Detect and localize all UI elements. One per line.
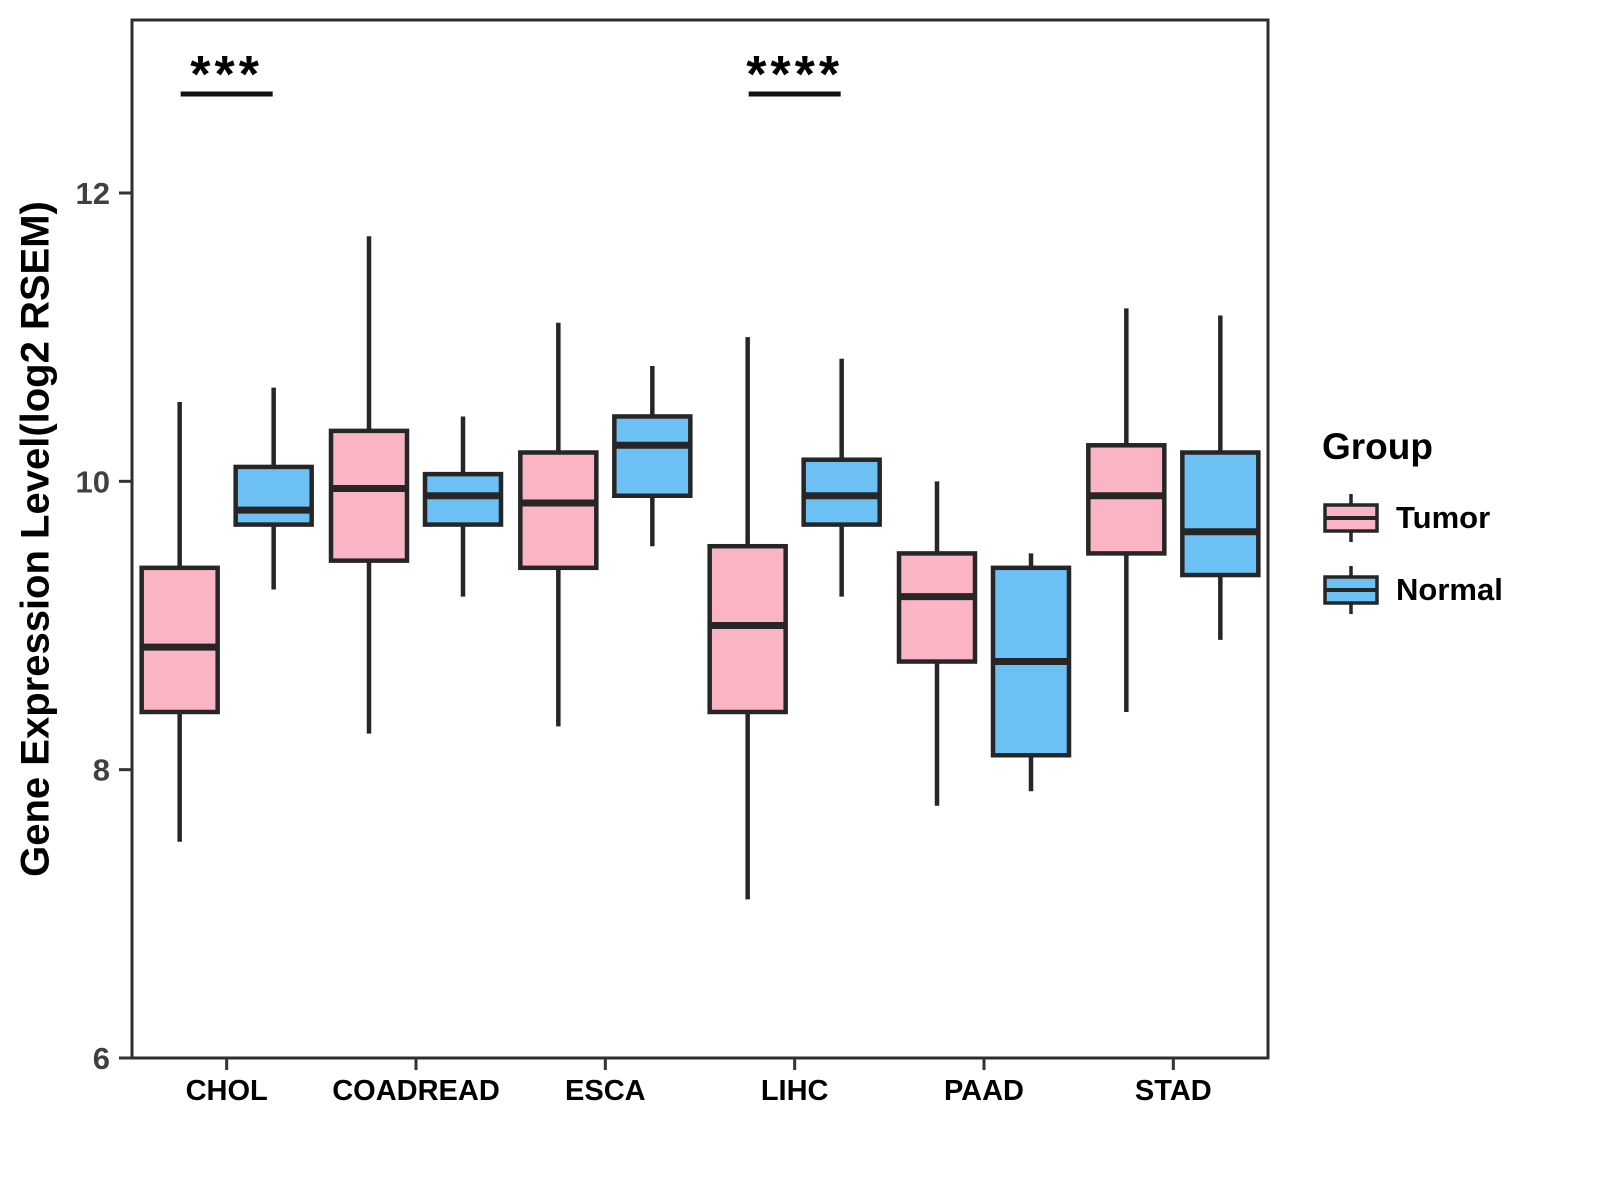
y-tick-label: 6 [93, 1041, 110, 1076]
box-normal-STAD [1180, 450, 1261, 578]
box-tumor-CHOL [139, 565, 220, 715]
tumor-boxplot-key-icon [1323, 494, 1379, 542]
significance-label-LIHC: **** [746, 46, 843, 104]
x-tick-label: COADREAD [332, 1075, 500, 1107]
x-tick-label: LIHC [761, 1075, 829, 1107]
significance-label-CHOL: *** [190, 46, 263, 104]
x-tick-label: PAAD [944, 1075, 1024, 1107]
box-normal-CHOL [233, 464, 314, 527]
x-tick-label: CHOL [186, 1075, 268, 1107]
box-tumor-STAD [1086, 443, 1167, 556]
box-normal-LIHC [801, 457, 882, 527]
x-tick-label: ESCA [565, 1075, 646, 1107]
y-tick-label: 10 [76, 464, 110, 499]
y-tick-label: 12 [76, 176, 110, 211]
legend-item-tumor: Tumor [1322, 490, 1503, 546]
legend: Group Tumor Normal [1322, 426, 1503, 634]
x-tick-label: STAD [1135, 1075, 1212, 1107]
legend-label-tumor: Tumor [1396, 500, 1491, 535]
box-normal-COADREAD [422, 471, 504, 527]
legend-item-normal: Normal [1322, 562, 1503, 618]
legend-label-normal: Normal [1396, 572, 1503, 607]
box-tumor-ESCA [518, 450, 599, 571]
y-tick-label: 8 [93, 753, 110, 788]
plot-panel [130, 18, 1270, 1060]
normal-boxplot-key-icon [1323, 566, 1379, 614]
box-tumor-COADREAD [328, 428, 410, 563]
box-normal-ESCA [612, 414, 693, 499]
box-tumor-PAAD [896, 551, 978, 664]
box-tumor-LIHC [707, 543, 788, 715]
y-axis-title: Gene Expression Level(log2 RSEM) [13, 201, 58, 877]
legend-title: Group [1322, 426, 1433, 467]
